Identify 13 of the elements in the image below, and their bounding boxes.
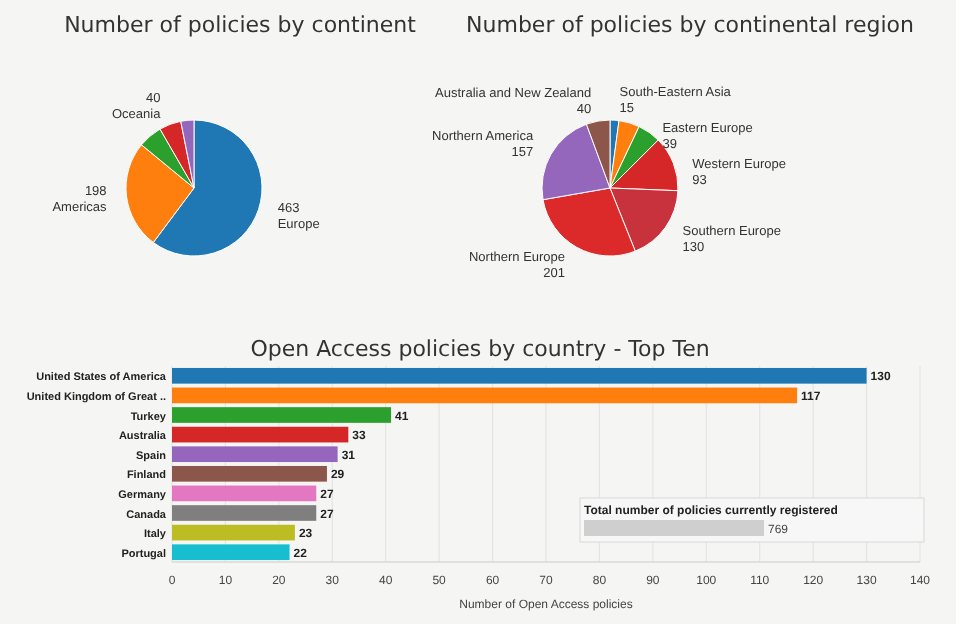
chart-title: Open Access policies by country - Top Ten xyxy=(250,336,710,362)
bar xyxy=(172,524,295,541)
bar xyxy=(172,426,349,443)
bar xyxy=(172,446,338,463)
bar xyxy=(172,387,798,404)
chart-title: Number of policies by continental region xyxy=(466,12,914,38)
bar xyxy=(172,544,290,561)
bar xyxy=(172,367,867,384)
bar xyxy=(172,407,392,423)
chart-title: Number of policies by continent xyxy=(64,12,418,38)
bar xyxy=(172,465,327,482)
bar xyxy=(172,505,317,521)
bar xyxy=(172,485,317,502)
